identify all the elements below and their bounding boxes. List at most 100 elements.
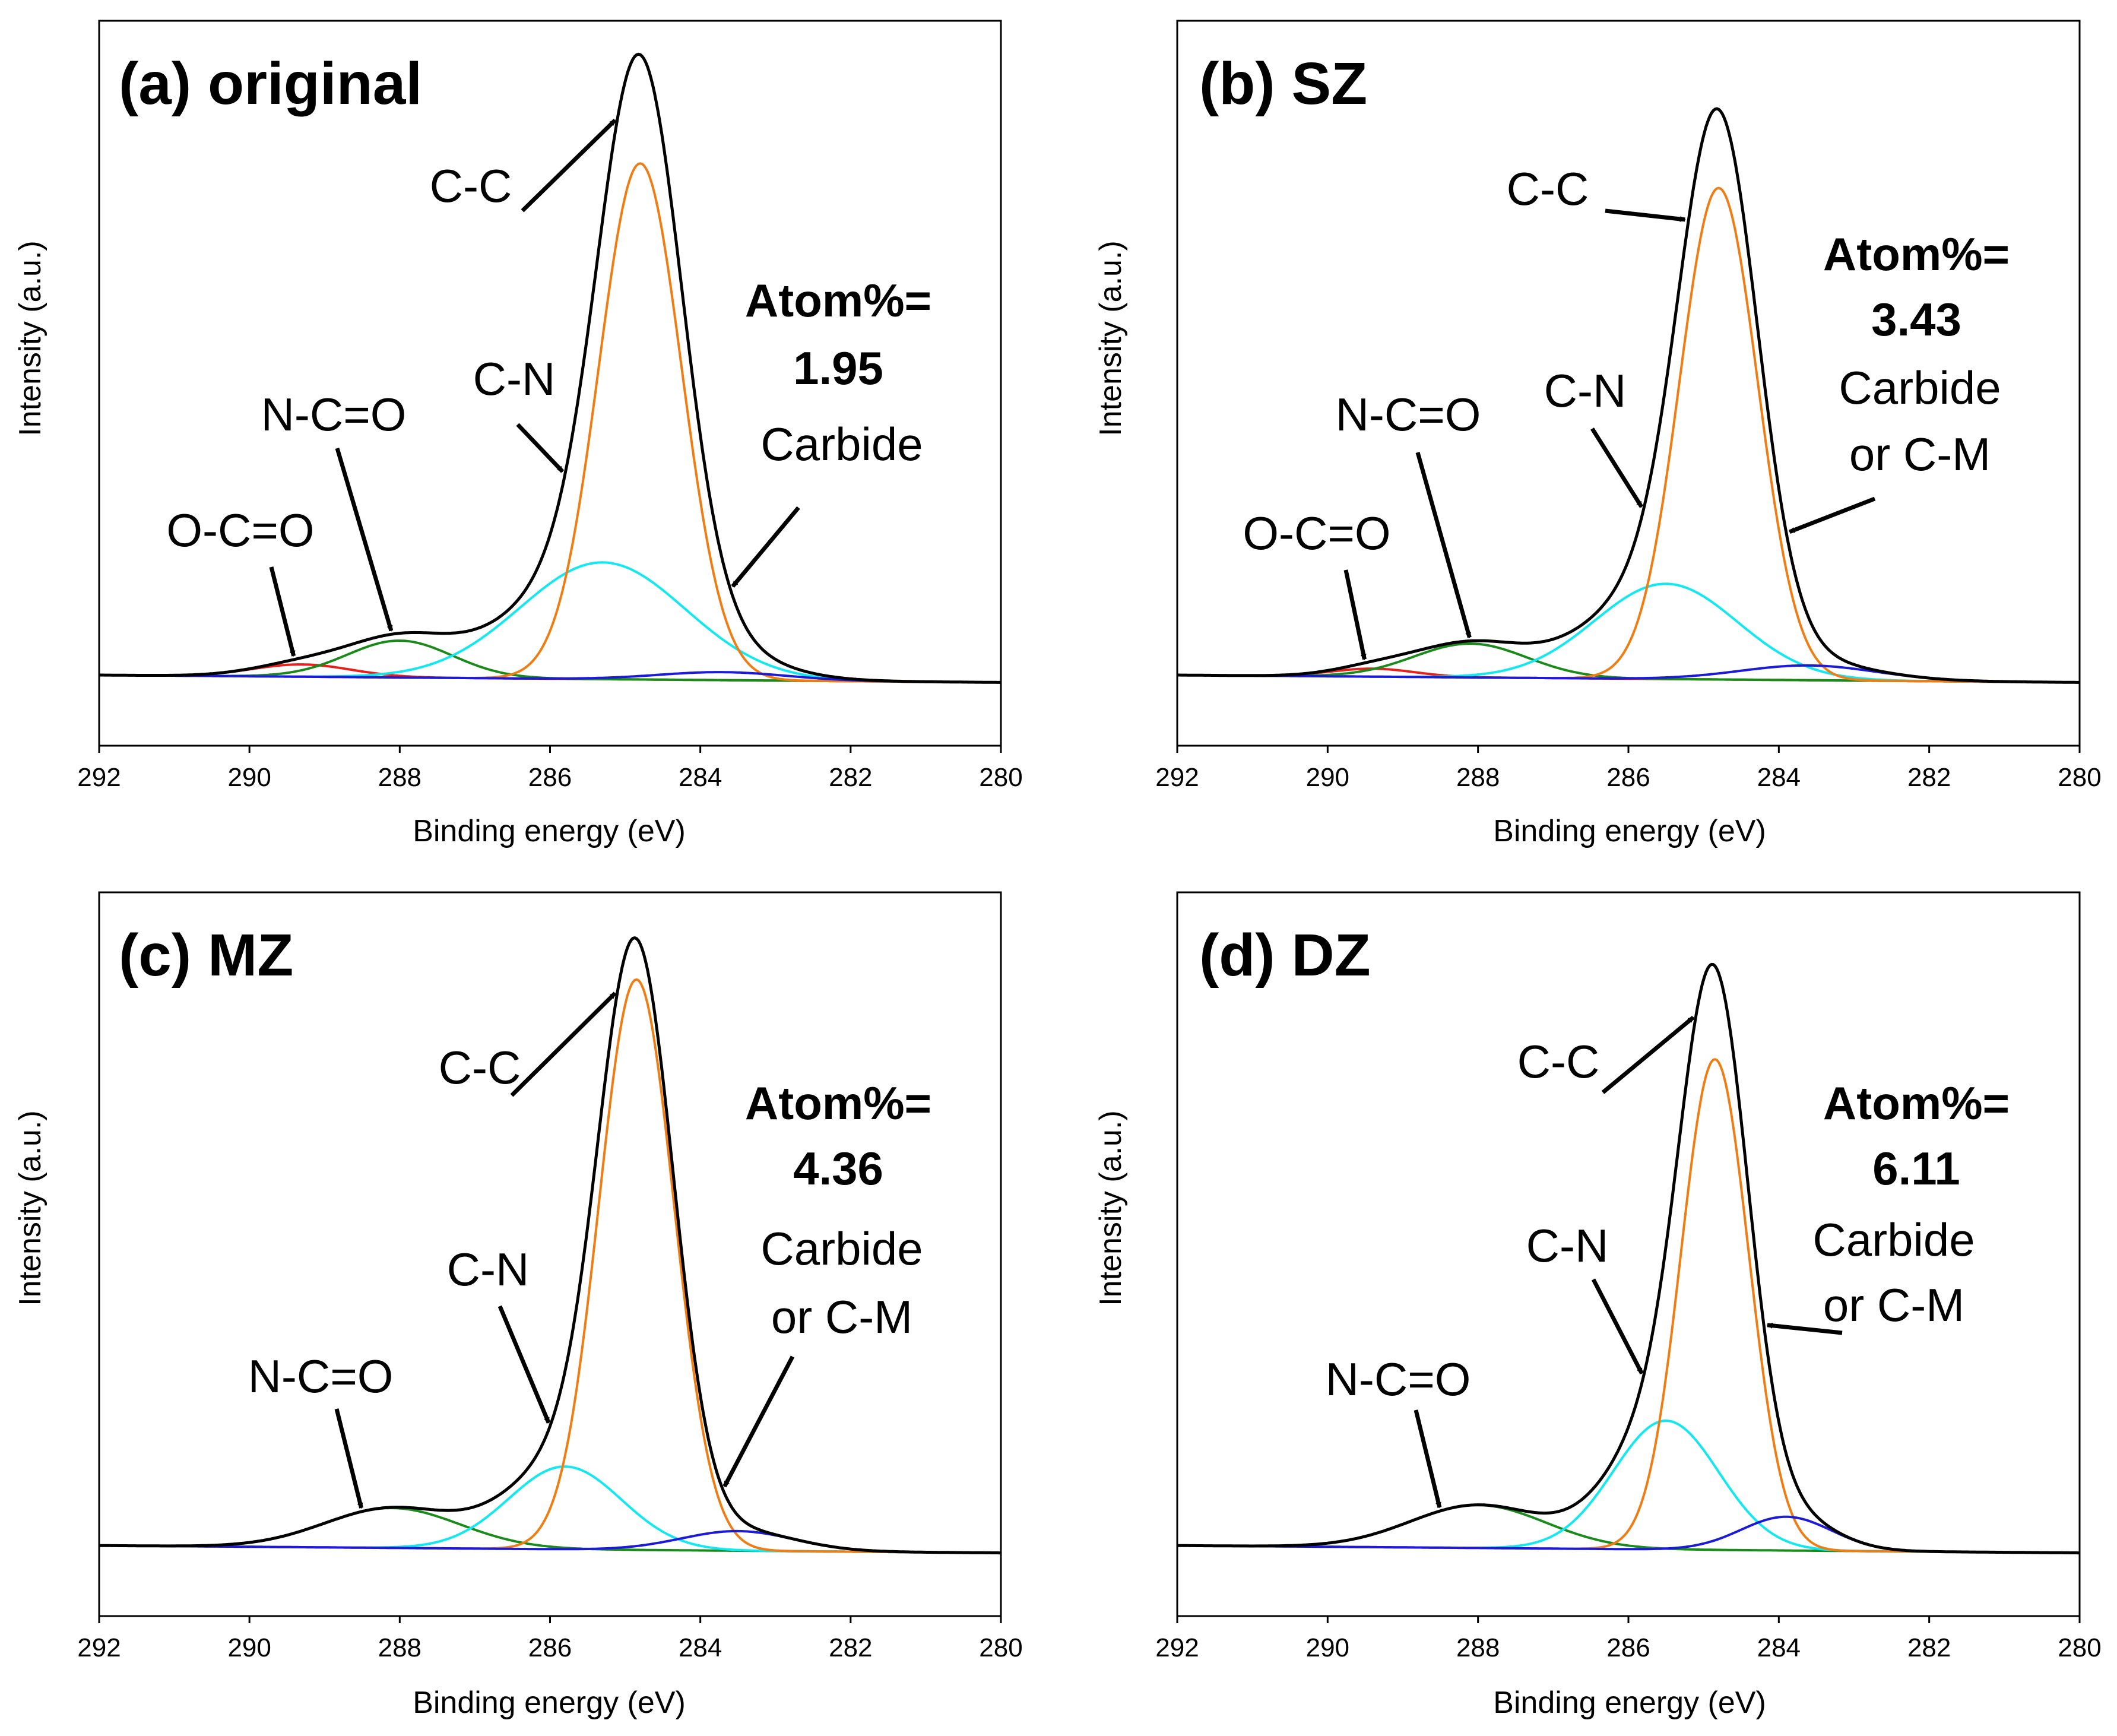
x-tick-label: 286 xyxy=(1606,763,1650,792)
n-c-o-label: N-C=O xyxy=(1336,388,1481,441)
x-tick-label: 292 xyxy=(77,1633,121,1662)
x-tick-label: 290 xyxy=(227,1633,271,1662)
y-axis-label: Intensity (a.u.) xyxy=(1094,1110,1128,1306)
x-tick-label: 290 xyxy=(1306,1633,1349,1662)
x-tick-label: 288 xyxy=(378,763,422,792)
atom-value: 4.36 xyxy=(793,1142,883,1195)
x-tick-label: 292 xyxy=(1155,1633,1199,1662)
carbide-label-line1: Carbide xyxy=(1839,362,2001,414)
c-n-label: C-N xyxy=(473,353,556,405)
arrow-c-n xyxy=(497,1305,551,1424)
arrow-c-c xyxy=(1605,208,1686,222)
arrow-carbide-or-c-m xyxy=(1789,496,1876,534)
c-c-label: C-C xyxy=(1507,163,1589,215)
panel-a: (a) original Intensity (a.u.) Binding en… xyxy=(13,50,931,848)
carbide-label-line2: or C-M xyxy=(771,1291,912,1343)
arrow-n-c-o xyxy=(1414,1409,1442,1509)
arrow-carbide-or-c-m xyxy=(1766,1322,1843,1335)
envelope-curve xyxy=(1177,107,2080,684)
atom-value: 3.43 xyxy=(1871,293,1961,346)
arrow-carbide xyxy=(731,506,800,588)
x-axis-label: Binding energy (eV) xyxy=(413,1686,686,1720)
c-n-label: C-N xyxy=(447,1243,530,1295)
x-tick-label: 284 xyxy=(1757,763,1801,792)
arrow-c-n xyxy=(516,423,565,473)
panel-title: (d) DZ xyxy=(1199,922,1371,989)
atom-label: Atom%= xyxy=(1823,1077,2010,1129)
y-axis-label: Intensity (a.u.) xyxy=(13,240,47,436)
x-tick-label: 292 xyxy=(77,763,121,792)
x-tick-label: 286 xyxy=(1606,1633,1650,1662)
component-c-n-curve xyxy=(99,561,1001,684)
x-tick-label: 282 xyxy=(1907,1633,1951,1662)
x-tick-label: 280 xyxy=(2058,1633,2101,1662)
carbide-label-line2: or C-M xyxy=(1849,428,1991,480)
panel-c: (c) MZ Intensity (a.u.) Binding energy (… xyxy=(13,922,931,1720)
atom-label: Atom%= xyxy=(745,1077,931,1129)
panel-title: (b) SZ xyxy=(1199,50,1367,117)
x-tick-label: 290 xyxy=(227,763,271,792)
n-c-o-label: N-C=O xyxy=(248,1350,394,1402)
atom-value: 6.11 xyxy=(1872,1142,1960,1195)
carbide-label-line1: Carbide xyxy=(760,1222,923,1275)
n-c-o-label: N-C=O xyxy=(261,388,407,441)
atom-value: 1.95 xyxy=(793,342,883,394)
o-c-o-label: O-C=O xyxy=(166,504,314,556)
arrow-c-c xyxy=(1601,1015,1695,1094)
panel-title: (a) original xyxy=(119,50,422,117)
x-tick-label: 280 xyxy=(979,1633,1022,1662)
o-c-o-label: O-C=O xyxy=(1243,507,1390,559)
y-axis-label: Intensity (a.u.) xyxy=(13,1110,47,1306)
x-tick-label: 280 xyxy=(979,763,1022,792)
component-c-n-curve xyxy=(1177,582,2080,684)
panel-b: (b) SZ Intensity (a.u.) Binding energy (… xyxy=(1094,50,2010,848)
x-tick-label: 290 xyxy=(1306,763,1349,792)
panel-d: (d) DZ Intensity (a.u.) Binding energy (… xyxy=(1094,922,2010,1720)
arrow-carbide-or-c-m xyxy=(722,1355,795,1488)
arrow-c-c xyxy=(510,991,617,1097)
component-c-n-curve xyxy=(1177,1420,2080,1554)
arrow-n-c-o xyxy=(1415,452,1472,639)
x-tick-label: 282 xyxy=(829,763,872,792)
arrow-n-c-o xyxy=(334,1408,363,1509)
envelope-curve xyxy=(1177,962,2080,1555)
x-tick-label: 288 xyxy=(1456,1633,1500,1662)
x-tick-label: 286 xyxy=(528,763,572,792)
x-tick-label: 282 xyxy=(829,1633,872,1662)
x-axis-label: Binding energy (eV) xyxy=(1493,1686,1766,1720)
x-tick-label: 282 xyxy=(1907,763,1951,792)
carbide-label-line2: or C-M xyxy=(1823,1279,1964,1331)
envelope-curve xyxy=(99,52,1001,684)
arrow-n-c-o xyxy=(335,448,394,632)
arrow-c-n xyxy=(1591,1278,1644,1374)
x-axis-label: Binding energy (eV) xyxy=(1493,814,1766,848)
x-tick-label: 292 xyxy=(1155,763,1199,792)
arrow-o-c-o xyxy=(1343,569,1367,660)
x-tick-label: 284 xyxy=(679,763,722,792)
carbide-label-line1: Carbide xyxy=(1812,1214,1975,1266)
arrow-c-n xyxy=(1590,427,1644,508)
x-tick-label: 288 xyxy=(378,1633,422,1662)
x-tick-label: 280 xyxy=(2058,763,2101,792)
c-c-label: C-C xyxy=(430,160,512,212)
arrow-c-c xyxy=(521,118,617,213)
component-carbide-or-c-m-curve xyxy=(1177,1515,2080,1554)
carbide-label-line1: Carbide xyxy=(760,418,923,470)
x-tick-label: 288 xyxy=(1456,763,1500,792)
panel-title: (c) MZ xyxy=(119,922,293,989)
n-c-o-label: N-C=O xyxy=(1326,1353,1471,1405)
c-c-label: C-C xyxy=(439,1041,521,1094)
x-tick-label: 284 xyxy=(679,1633,722,1662)
x-tick-label: 286 xyxy=(528,1633,572,1662)
y-axis-label: Intensity (a.u.) xyxy=(1094,240,1128,436)
c-n-label: C-N xyxy=(1526,1219,1609,1272)
x-axis-label: Binding energy (eV) xyxy=(413,814,686,848)
c-c-label: C-C xyxy=(1517,1035,1600,1088)
arrow-o-c-o xyxy=(269,566,296,657)
x-tick-label: 284 xyxy=(1757,1633,1801,1662)
envelope-curve xyxy=(99,936,1001,1555)
atom-label: Atom%= xyxy=(1823,228,2010,280)
c-n-label: C-N xyxy=(1544,365,1627,417)
atom-label: Atom%= xyxy=(745,274,931,327)
